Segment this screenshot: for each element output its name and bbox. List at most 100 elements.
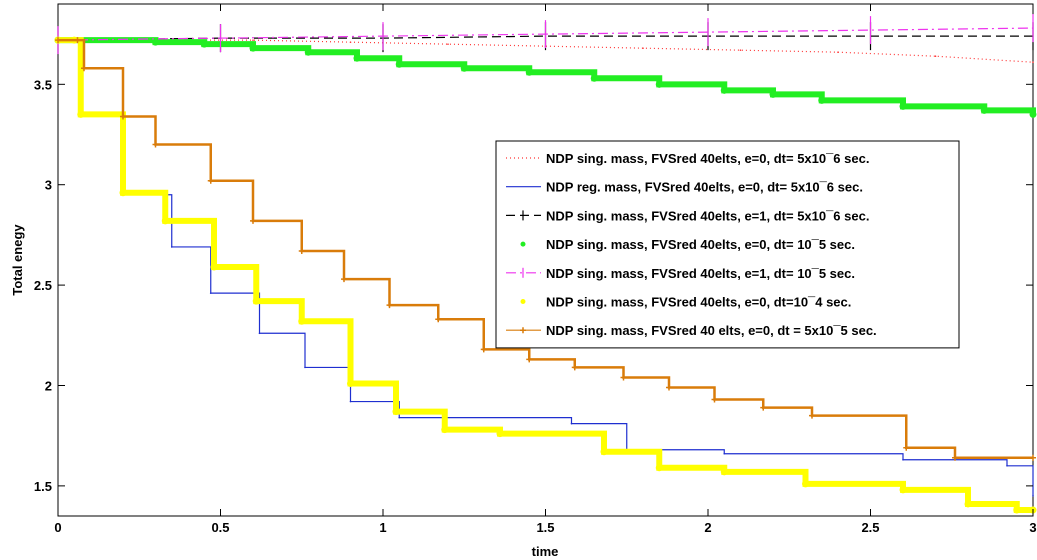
data-point <box>496 430 504 438</box>
data-point <box>170 246 173 248</box>
data-point <box>304 366 306 369</box>
legend-marker <box>520 327 526 334</box>
x-tick-label: 0.5 <box>211 520 229 535</box>
data-point <box>161 217 169 225</box>
data-point <box>152 141 159 148</box>
data-point <box>349 400 352 403</box>
legend-label: NDP sing. mass, FVSred 40 elts, e=0, dt … <box>546 323 877 338</box>
data-point <box>1030 454 1036 461</box>
series-layer <box>54 14 1037 514</box>
data-point <box>723 452 726 455</box>
data-point <box>81 65 87 72</box>
data-point <box>207 177 214 184</box>
data-point <box>899 486 907 494</box>
x-tick-label: 2 <box>704 520 711 535</box>
data-point <box>210 263 218 271</box>
series-6 <box>54 36 1037 514</box>
data-point <box>1006 465 1008 467</box>
data-point <box>386 302 393 309</box>
legend-item: NDP sing. mass, FVSred 40 elts, e=0, dt … <box>506 323 877 338</box>
data-point <box>1029 110 1037 118</box>
series-line <box>58 37 1033 513</box>
x-axis-label: time <box>532 544 559 559</box>
data-point <box>1032 61 1034 64</box>
data-point <box>258 332 261 335</box>
y-tick-label: 2 <box>45 378 52 393</box>
data-point <box>620 374 627 381</box>
y-tick-label: 1.5 <box>34 479 52 494</box>
data-point <box>899 102 907 110</box>
data-point <box>802 480 809 488</box>
legend-label: NDP sing. mass, FVSred 40elts, e=0, dt=1… <box>546 295 851 310</box>
data-point <box>119 189 127 197</box>
data-point <box>590 74 598 82</box>
data-point <box>769 90 777 98</box>
legend-marker <box>520 299 526 304</box>
legend-label: NDP sing. mass, FVSred 40elts, e=0, dt= … <box>546 237 855 252</box>
y-tick-label: 2.5 <box>34 278 52 293</box>
legend: NDP sing. mass, FVSred 40elts, e=0, dt= … <box>495 140 960 349</box>
data-point <box>720 468 728 476</box>
data-point <box>809 412 815 419</box>
data-point <box>120 113 126 120</box>
data-point <box>818 96 826 104</box>
legend-item: NDP reg. mass, FVSred 40elts, e=0, dt= 5… <box>506 180 863 195</box>
x-tick-label: 2.5 <box>861 520 879 535</box>
data-point <box>353 54 361 62</box>
x-tick-label: 1.5 <box>536 520 554 535</box>
data-point <box>903 444 910 451</box>
data-point <box>570 422 573 425</box>
data-point <box>655 464 663 472</box>
data-point <box>200 40 208 48</box>
series-line <box>58 39 1034 63</box>
data-point <box>760 404 767 411</box>
data-point <box>447 43 449 45</box>
legend-item: NDP sing. mass, FVSred 40elts, e=0, dt= … <box>520 237 855 252</box>
data-point <box>1032 495 1034 497</box>
data-point <box>480 346 487 353</box>
data-point <box>666 384 672 391</box>
data-point <box>341 276 347 283</box>
data-point <box>902 458 904 461</box>
data-point <box>655 80 663 88</box>
data-point <box>55 37 61 44</box>
data-point <box>398 416 401 419</box>
legend-box <box>495 140 960 349</box>
data-point <box>392 408 400 416</box>
data-point <box>349 41 352 43</box>
series-line <box>58 38 1033 460</box>
axis-ticks: 0 0.5 1 1.5 2 2.5 3 1.5 2 2.5 3 3.5 <box>34 4 1037 535</box>
data-point <box>298 247 305 254</box>
data-point <box>152 38 159 46</box>
data-point <box>571 364 578 371</box>
data-point <box>252 297 260 305</box>
data-point <box>1013 506 1021 514</box>
legend-label: NDP sing. mass, FVSred 40elts, e=0, dt= … <box>546 151 869 166</box>
y-axis-label: Total enegy <box>10 224 25 296</box>
data-point <box>837 51 839 53</box>
y-tick-label: 3.5 <box>34 77 52 92</box>
data-point <box>252 39 254 41</box>
x-tick-label: 3 <box>1029 520 1036 535</box>
data-point <box>298 317 306 325</box>
data-point <box>460 64 468 72</box>
series-7 <box>55 37 1036 461</box>
data-point <box>441 426 449 434</box>
legend-label: NDP sing. mass, FVSred 40elts, e=1, dt= … <box>546 208 869 223</box>
data-point <box>642 47 644 49</box>
data-point <box>249 44 257 52</box>
data-point <box>934 55 937 58</box>
data-point <box>980 106 988 114</box>
x-tick-label: 0 <box>54 520 61 535</box>
data-point <box>964 500 972 508</box>
data-point <box>600 448 608 456</box>
data-point <box>74 37 81 44</box>
legend-marker <box>520 241 526 247</box>
legend-item: NDP sing. mass, FVSred 40elts, e=0, dt= … <box>506 151 869 166</box>
data-point <box>395 60 403 68</box>
data-point <box>250 217 256 224</box>
legend-label: NDP sing. mass, FVSred 40elts, e=1, dt= … <box>546 266 855 281</box>
data-point <box>525 68 533 76</box>
data-point <box>739 49 742 51</box>
y-tick-label: 3 <box>45 178 52 193</box>
